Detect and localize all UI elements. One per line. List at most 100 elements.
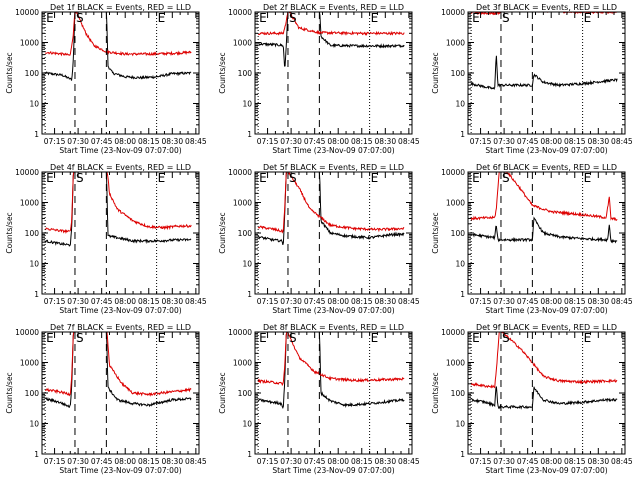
x-tick-label: 08:15	[138, 297, 160, 306]
time-marker-label: S	[502, 11, 510, 25]
x-axis-label: Start Time (23-Nov-09 07:07:00)	[272, 466, 394, 475]
chart-title: Det 9f BLACK = Events, RED = LLD	[476, 323, 617, 332]
time-marker-label: E	[259, 331, 267, 345]
x-tick-label: 07:30	[493, 297, 515, 306]
x-tick-label: 08:15	[351, 457, 373, 466]
x-tick-label: 08:00	[114, 457, 136, 466]
series-line-lld	[258, 12, 405, 36]
x-tick-label: 08:00	[327, 297, 349, 306]
time-marker-label: E	[584, 171, 592, 185]
time-marker-label: S	[76, 11, 84, 25]
x-tick-label: 08:15	[138, 457, 160, 466]
y-tick-label: 1000	[446, 359, 465, 368]
series-line-events	[44, 12, 192, 81]
y-axis-label: Counts/sec	[218, 52, 227, 93]
x-tick-label: 08:30	[161, 297, 183, 306]
x-tick-label: 07:15	[44, 457, 66, 466]
y-tick-label: 10	[242, 260, 252, 269]
x-axis-label: Start Time (23-Nov-09 07:07:00)	[485, 306, 607, 315]
time-marker-label: E	[158, 171, 166, 185]
x-tick-label: 08:15	[564, 297, 586, 306]
x-tick-label: 08:30	[587, 137, 609, 146]
time-marker-label: E	[371, 11, 379, 25]
y-axis-label: Counts/sec	[431, 372, 440, 413]
time-marker-label: E	[46, 331, 54, 345]
y-tick-label: 1000	[446, 39, 465, 48]
x-tick-label: 07:30	[67, 297, 89, 306]
y-tick-label: 1	[460, 450, 465, 459]
x-tick-label: 07:45	[517, 297, 539, 306]
x-tick-label: 08:30	[161, 457, 183, 466]
y-axis-label: Counts/sec	[218, 372, 227, 413]
y-tick-label: 100	[451, 229, 466, 238]
y-tick-label: 10	[29, 420, 39, 429]
x-axis-label: Start Time (23-Nov-09 07:07:00)	[59, 146, 181, 155]
series-line-events	[44, 332, 192, 409]
x-tick-label: 08:30	[587, 297, 609, 306]
time-marker-label: E	[46, 11, 54, 25]
time-marker-label: S	[502, 331, 510, 345]
series-line-events	[470, 386, 618, 410]
x-tick-label: 08:00	[327, 137, 349, 146]
x-tick-label: 07:15	[470, 297, 492, 306]
time-marker-label: E	[472, 331, 480, 345]
x-tick-label: 08:45	[611, 297, 633, 306]
x-tick-label: 07:15	[257, 137, 279, 146]
plot-frame	[254, 11, 413, 135]
y-tick-label: 1000	[233, 199, 252, 208]
time-marker-label: E	[371, 171, 379, 185]
series-line-events	[470, 216, 618, 244]
plot-frame	[467, 11, 626, 135]
x-tick-label: 08:45	[611, 137, 633, 146]
series-line-lld	[470, 12, 618, 16]
y-tick-label: 10000	[15, 168, 39, 177]
y-tick-label: 1000	[20, 359, 39, 368]
x-tick-label: 08:15	[564, 457, 586, 466]
x-tick-label: 08:45	[185, 457, 207, 466]
y-tick-label: 10	[242, 100, 252, 109]
chart-title: Det 8f BLACK = Events, RED = LLD	[263, 323, 404, 332]
x-tick-label: 07:30	[67, 457, 89, 466]
y-axis-label: Counts/sec	[5, 212, 14, 253]
y-tick-label: 10000	[228, 328, 252, 337]
y-tick-label: 1	[247, 130, 252, 139]
y-tick-label: 100	[451, 69, 466, 78]
time-marker-label: S	[502, 171, 510, 185]
x-tick-label: 08:00	[114, 137, 136, 146]
time-marker-label: E	[259, 171, 267, 185]
x-tick-label: 07:45	[517, 457, 539, 466]
y-tick-label: 10	[455, 260, 465, 269]
plot-frame	[41, 171, 200, 295]
x-tick-label: 07:45	[91, 457, 113, 466]
y-tick-label: 10000	[228, 8, 252, 17]
series-line-lld	[257, 332, 405, 387]
series-line-lld	[470, 332, 618, 389]
series-line-lld	[470, 172, 618, 222]
x-tick-label: 08:30	[161, 137, 183, 146]
x-tick-label: 07:30	[280, 457, 302, 466]
x-tick-label: 08:45	[398, 137, 420, 146]
time-marker-label: S	[289, 11, 297, 25]
x-tick-label: 07:30	[493, 137, 515, 146]
series-line-events	[257, 332, 405, 410]
time-marker-label: E	[472, 11, 480, 25]
y-tick-label: 1000	[20, 199, 39, 208]
y-tick-label: 10	[29, 100, 39, 109]
x-axis-label: Start Time (23-Nov-09 07:07:00)	[59, 466, 181, 475]
y-tick-label: 1	[247, 450, 252, 459]
time-marker-label: E	[46, 171, 54, 185]
series-line-lld	[257, 172, 405, 234]
y-tick-label: 1	[460, 130, 465, 139]
y-axis-label: Counts/sec	[431, 212, 440, 253]
series-line-events	[257, 172, 405, 246]
x-tick-label: 08:00	[540, 297, 562, 306]
y-tick-label: 1000	[20, 39, 39, 48]
series-line-events	[44, 172, 192, 247]
plot-frame	[467, 331, 626, 455]
x-tick-label: 08:00	[540, 457, 562, 466]
